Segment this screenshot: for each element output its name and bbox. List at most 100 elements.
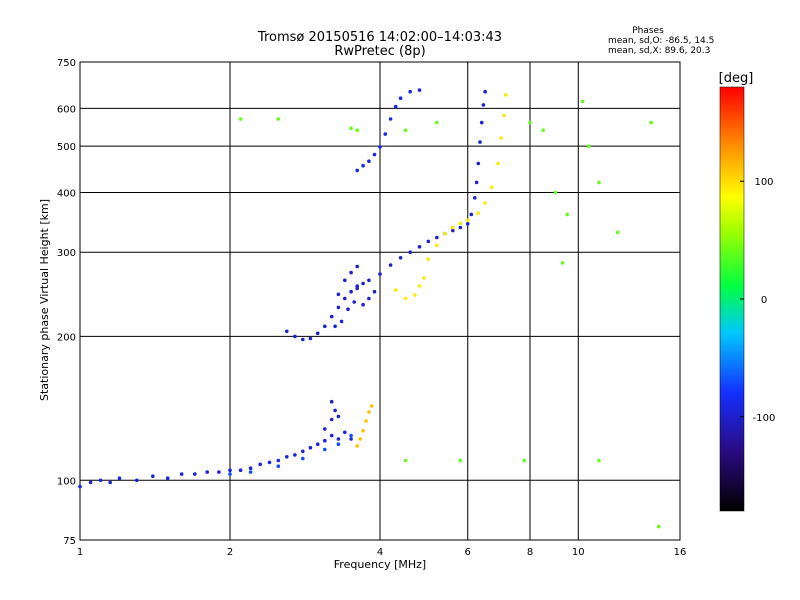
data-point (238, 468, 243, 473)
data-point (476, 161, 481, 166)
data-point (323, 447, 327, 452)
data-point (343, 296, 347, 301)
data-point (398, 96, 403, 100)
data-point (346, 307, 350, 312)
y-tick-label: 100 (57, 476, 76, 487)
data-point (503, 93, 508, 97)
y-tick-label: 750 (57, 58, 76, 69)
colorbar-title: [deg] (719, 71, 754, 86)
data-point (528, 120, 532, 125)
data-point (393, 288, 398, 292)
x-tick-label: 6 (465, 547, 471, 558)
data-point (285, 455, 289, 459)
data-point (451, 225, 455, 230)
x-axis-label: Frequency [MHz] (334, 558, 426, 571)
data-point (451, 228, 455, 233)
data-point (465, 218, 470, 222)
data-point (476, 211, 481, 215)
data-point (372, 289, 377, 294)
phases-legend-x: mean, sd,X: 89.6, 20.3 (608, 46, 710, 56)
data-point (560, 261, 565, 265)
series-5 (333, 264, 377, 329)
data-point (426, 239, 431, 244)
data-point (193, 472, 197, 476)
data-point (417, 284, 422, 288)
data-point (413, 293, 417, 297)
data-point (422, 276, 426, 280)
chart-title: Tromsø 20150516 14:02:00–14:03:43 (257, 30, 502, 45)
data-point (483, 201, 487, 205)
y-tick-label: 300 (57, 248, 76, 259)
data-point (333, 324, 337, 329)
data-point (336, 292, 341, 297)
data-point (361, 163, 365, 168)
data-point (308, 336, 313, 341)
data-point (323, 427, 327, 431)
data-point (649, 120, 653, 125)
y-tick-label: 600 (57, 104, 76, 115)
data-point (443, 231, 447, 236)
data-point (473, 196, 477, 200)
data-point (403, 296, 408, 301)
data-point (367, 159, 371, 163)
data-point (88, 480, 93, 485)
data-point (151, 474, 155, 479)
data-point (388, 263, 393, 267)
data-point (378, 145, 382, 149)
data-point (361, 428, 365, 433)
data-point (479, 120, 484, 125)
data-point (656, 524, 661, 529)
data-point (435, 235, 439, 240)
data-point (541, 128, 545, 132)
data-point (329, 399, 334, 404)
data-point (417, 245, 422, 249)
colorbar-tick-label: -100 (753, 413, 776, 424)
data-point (522, 458, 527, 463)
data-point (587, 144, 591, 148)
data-point (565, 212, 569, 217)
data-point (349, 126, 353, 131)
data-point (458, 221, 463, 225)
data-point (469, 212, 474, 217)
data-point (315, 331, 320, 336)
data-point (315, 442, 320, 447)
data-point (369, 404, 374, 408)
data-point (108, 480, 112, 485)
data-point (329, 433, 334, 438)
data-point (403, 128, 408, 132)
data-point (361, 281, 365, 286)
colorbar-tick-label: 100 (754, 177, 773, 188)
data-point (458, 225, 463, 230)
series-6 (393, 93, 508, 301)
data-point (323, 324, 327, 329)
series-2 (323, 399, 341, 431)
data-point (364, 419, 368, 423)
data-point (349, 289, 353, 294)
data-point (336, 442, 341, 447)
data-point (238, 117, 243, 121)
x-tick-label: 2 (227, 547, 233, 558)
data-point (117, 476, 122, 481)
x-axis-ticks: 1 2 4 6 8 10 16 (77, 547, 687, 558)
y-tick-label: 400 (57, 188, 76, 199)
data-point (378, 272, 382, 276)
data-point (355, 444, 360, 448)
y-tick-label: 75 (63, 536, 76, 547)
x-tick-label: 8 (527, 547, 533, 558)
data-point (267, 460, 272, 465)
data-point (489, 185, 494, 190)
series-7 (355, 88, 422, 173)
data-point (408, 250, 413, 254)
data-point (343, 430, 347, 435)
y-tick-label: 500 (57, 142, 76, 153)
data-point (367, 410, 371, 414)
data-point (388, 117, 393, 121)
data-points (78, 88, 661, 529)
data-point (293, 453, 297, 457)
data-point (336, 414, 341, 419)
data-point (217, 470, 221, 474)
y-axis-ticks: 75 100 200 300 400 500 600 750 (57, 58, 76, 547)
data-point (393, 104, 398, 109)
data-point (323, 438, 327, 443)
